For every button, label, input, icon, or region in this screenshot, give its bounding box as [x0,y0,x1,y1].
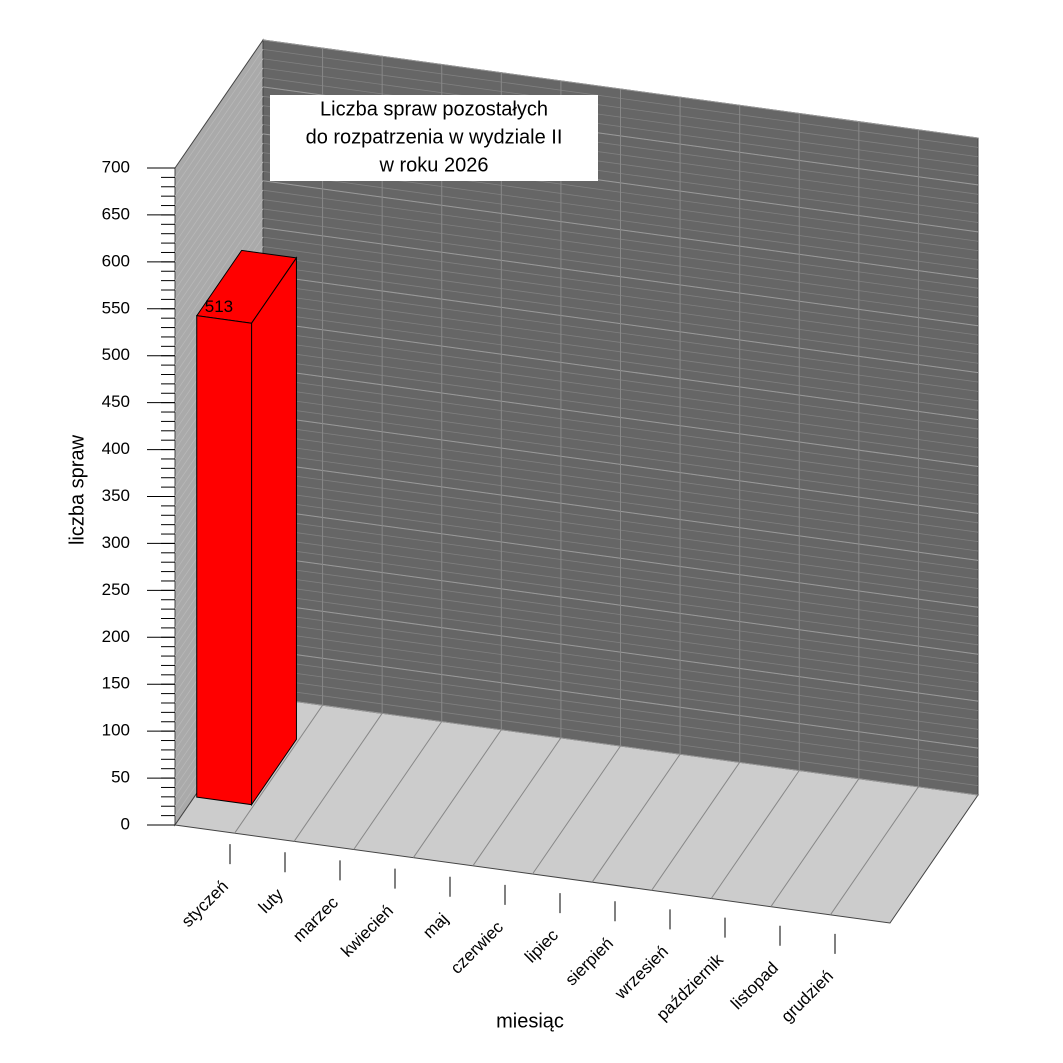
floor-line [591,753,681,883]
floor-line [353,721,443,850]
y-tick-label: 650 [102,204,130,223]
y-tick-label: 150 [102,674,130,693]
x-tick-label: kwiecień [337,901,397,961]
minor-grid-line [174,77,264,206]
x-tick-label: lipiec [521,925,562,966]
minor-grid-line [174,152,264,281]
minor-grid-line [174,58,264,187]
minor-grid-line [174,199,264,328]
chart-title: do rozpatrzenia w wydziale II [306,126,563,148]
minor-grid-line [174,208,264,338]
minor-grid-line [174,86,264,216]
minor-grid-line [174,143,264,272]
y-tick-label: 300 [102,533,130,552]
minor-grid-line [174,133,264,263]
y-tick-label: 500 [102,345,130,364]
minor-grid-line [174,105,264,234]
floor-line [234,704,323,834]
minor-grid-line [174,96,264,225]
floor-line [651,762,741,891]
floor-line [412,729,502,858]
minor-grid-line [174,114,264,244]
x-axis-title: miesiąc [496,1010,564,1032]
x-tick-label: wrzesień [610,942,672,1004]
y-tick-label: 550 [102,298,130,317]
value-label: 513 [205,297,233,316]
floor-line [770,778,860,907]
x-tick-label: luty [255,884,287,916]
x-tick-label: styczeń [178,877,232,931]
x-tick-label: grudzień [777,966,837,1026]
chart-title: Liczba spraw pozostałych [320,98,548,120]
title-box [270,95,598,181]
y-tick-label: 350 [102,486,130,505]
floor-line [532,745,621,875]
y-tick-label: 600 [102,251,130,270]
floor-line [830,786,919,916]
y-tick-label: 250 [102,580,130,599]
y-tick-label: 700 [102,157,130,176]
floor-line [293,713,383,842]
y-tick-label: 400 [102,439,130,458]
y-tick-label: 100 [102,721,130,740]
walls [174,38,979,924]
minor-grid-line [174,171,264,300]
minor-grid-line [174,161,264,291]
y-axis-title: liczba spraw [66,434,88,545]
bar-side [251,256,297,807]
x-tick-label: marzec [289,893,342,946]
bar [196,315,253,806]
x-tick-label: sierpień [561,934,617,990]
y-tick-label: 200 [102,627,130,646]
minor-grid-line [174,189,264,319]
minor-grid-line [174,49,264,178]
floor-line [472,737,562,867]
chart-title: w roku 2026 [379,154,489,176]
minor-grid-line [174,67,264,197]
minor-grid-line [174,218,264,347]
minor-grid-line [174,180,264,310]
x-tick-label: czerwiec [447,917,508,978]
minor-grid-line [174,124,264,253]
y-tick-label: 0 [121,814,130,833]
y-tick-label: 50 [111,768,130,787]
y-tick-label: 450 [102,392,130,411]
x-tick-label: maj [419,909,452,942]
x-tick-label: listopad [727,958,782,1013]
floor-line [710,770,800,899]
